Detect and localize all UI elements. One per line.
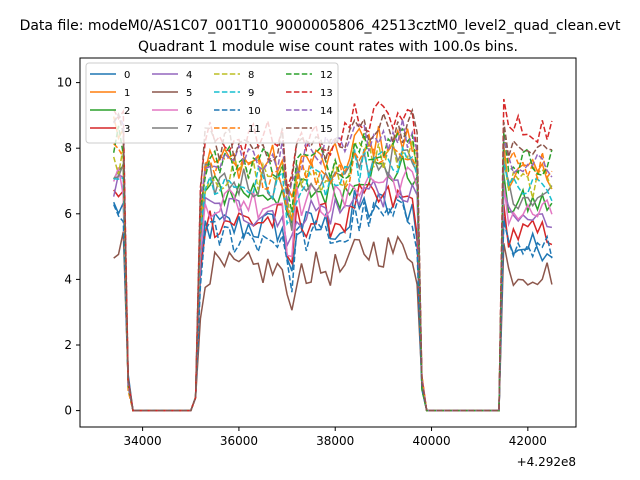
legend-label-1: 1 [124,88,130,99]
chart-title: Quadrant 1 module wise count rates with … [138,39,518,55]
x-tick-label: 38000 [316,434,354,448]
y-tick-label: 2 [64,338,72,352]
legend-label-9: 9 [248,88,254,99]
legend-frame [85,62,339,144]
x-axis: 34000 36000 38000 40000 42000 [124,427,547,448]
legend-label-6: 6 [186,106,192,117]
y-tick-label: 4 [64,272,72,286]
x-offset-label: +4.292e8 [517,455,576,469]
figure-suptitle: Data file: modeM0/AS1C07_001T10_90000058… [20,18,621,34]
legend-label-11: 11 [248,124,261,135]
x-tick-label: 34000 [124,434,162,448]
y-tick-label: 6 [64,207,72,221]
y-tick-label: 0 [64,404,72,418]
y-axis: 0 2 4 6 8 10 [57,76,80,418]
legend-label-12: 12 [320,70,333,81]
y-tick-label: 10 [57,76,72,90]
series-line-15 [113,107,553,412]
y-tick-label: 8 [64,141,72,155]
legend-label-0: 0 [124,70,130,81]
legend-label-3: 3 [124,124,130,135]
plot-frame [79,57,577,428]
legend-label-4: 4 [186,70,192,81]
legend-label-14: 14 [320,106,333,117]
legend-label-15: 15 [320,124,333,135]
legend-label-2: 2 [124,106,130,117]
x-tick-label: 40000 [412,434,450,448]
legend-label-7: 7 [186,124,192,135]
x-tick-label: 36000 [220,434,258,448]
legend-label-8: 8 [248,70,254,81]
legend-label-13: 13 [320,88,333,99]
legend-label-5: 5 [186,88,192,99]
legend-label-10: 10 [248,106,261,117]
x-tick-label: 42000 [509,434,547,448]
